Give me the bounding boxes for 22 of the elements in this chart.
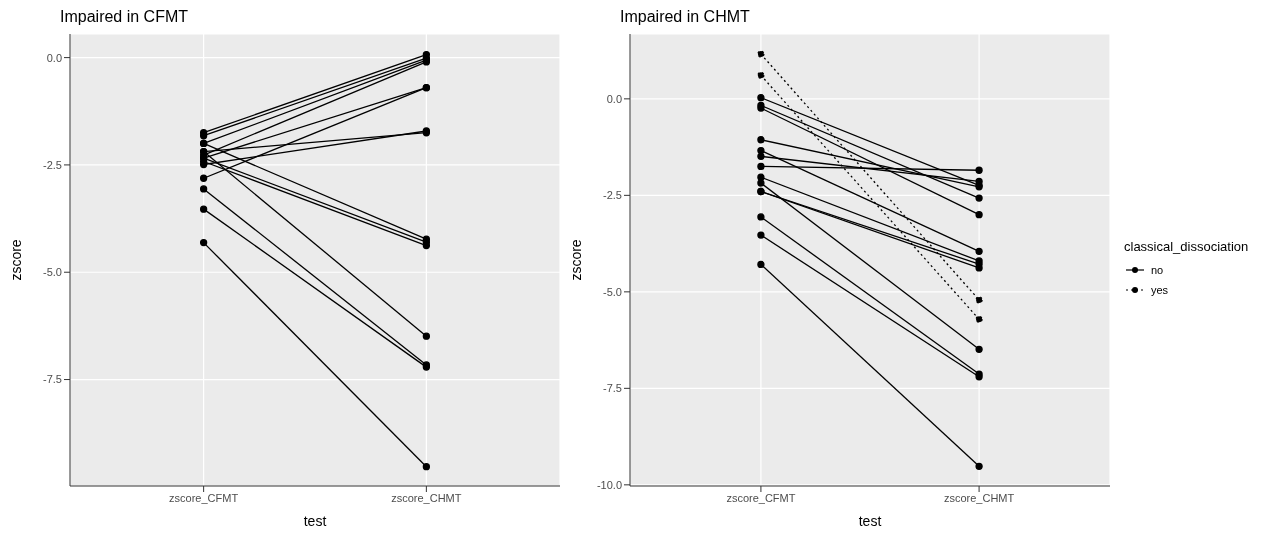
- y-tick-label: -7.5: [43, 373, 62, 386]
- y-tick-label: 0.0: [606, 92, 622, 105]
- x-tick-label: zscore_CHMT: [943, 491, 1015, 504]
- y-tick-label: -2.5: [43, 158, 62, 171]
- y-tick-label: -2.5: [603, 189, 622, 202]
- x-tick-label: zscore_CFMT: [726, 491, 796, 504]
- x-axis-title: test: [858, 513, 882, 529]
- y-tick-label: 0.0: [46, 51, 62, 64]
- legend-title: classical_dissociation: [1124, 238, 1250, 254]
- legend-label: yes: [1151, 283, 1169, 296]
- x-axis-title: test: [303, 513, 327, 529]
- x-tick-label: zscore_CFMT: [169, 491, 239, 504]
- y-axis-title: zscore: [567, 239, 584, 281]
- y-axis-title: zscore: [7, 239, 24, 281]
- legend-label: no: [1151, 263, 1164, 276]
- x-tick-label: zscore_CHMT: [391, 491, 462, 504]
- y-tick-label: -5.0: [43, 266, 62, 279]
- chart-title: Impaired in CFMT: [60, 8, 190, 27]
- y-tick-label: -7.5: [603, 382, 622, 395]
- y-tick-label: -5.0: [603, 285, 622, 298]
- y-tick-label: -10.0: [596, 478, 622, 491]
- chart-title: Impaired in CHMT: [620, 8, 751, 27]
